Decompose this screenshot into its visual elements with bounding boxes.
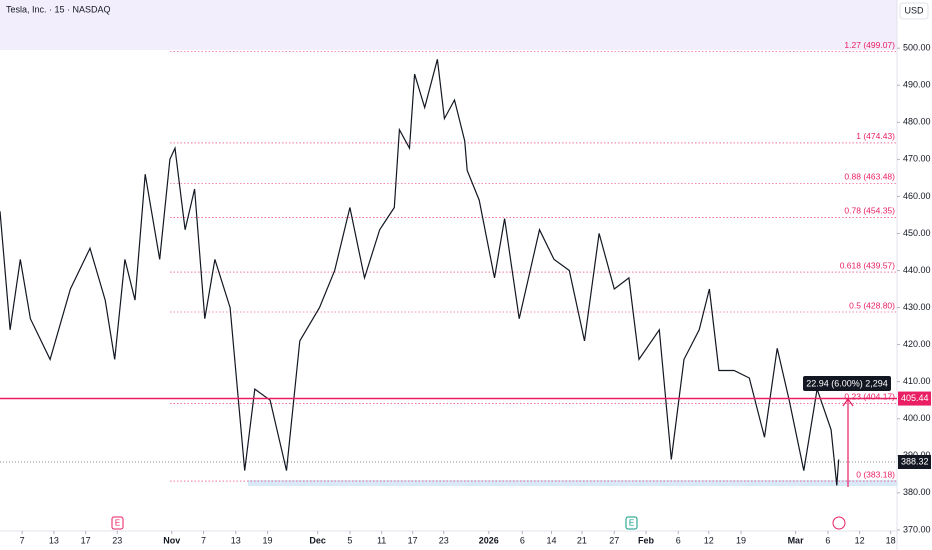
highlight-band — [0, 0, 897, 50]
y-tick-label: 430.00 — [903, 302, 931, 312]
x-tick-label: 27 — [609, 535, 619, 545]
x-tick-label: 7 — [201, 535, 206, 545]
svg-text:E: E — [115, 519, 120, 528]
measure-arrowhead — [842, 397, 854, 407]
x-tick-label: 12 — [704, 535, 714, 545]
earnings-icon[interactable]: E — [111, 516, 124, 530]
y-tick-label: 490.00 — [903, 80, 931, 90]
price-line — [0, 59, 840, 486]
x-tick-label: 23 — [439, 535, 449, 545]
last-price-label: 388.32 — [901, 456, 929, 466]
y-tick-label: 450.00 — [903, 228, 931, 238]
svg-text:E: E — [629, 519, 634, 528]
x-tick-label: 7 — [20, 535, 25, 545]
fib-label: 1 (474.43) — [856, 131, 895, 141]
last-price-badge — [898, 454, 931, 469]
x-tick-label: 17 — [81, 535, 91, 545]
fib-label: 0.88 (463.48) — [844, 172, 895, 182]
fib-label: 1.27 (499.07) — [844, 40, 895, 50]
x-tick-label: 11 — [377, 535, 386, 545]
x-tick-label: 23 — [112, 535, 122, 545]
y-tick-label: 500.00 — [903, 43, 931, 53]
currency[interactable]: USD — [904, 5, 924, 15]
support-zone — [248, 480, 897, 487]
hline-label: 405.44 — [901, 393, 929, 403]
fib-label: 0.618 (439.57) — [840, 260, 895, 270]
fib-label: 0 (383.18) — [856, 469, 895, 479]
x-tick-label: 6 — [520, 535, 525, 545]
x-tick-label: 14 — [547, 535, 557, 545]
y-tick-label: 380.00 — [903, 487, 931, 497]
x-tick-label: 21 — [577, 535, 587, 545]
y-tick-label: 420.00 — [903, 339, 931, 349]
y-tick-label: 440.00 — [903, 265, 931, 275]
currency-button[interactable] — [899, 2, 929, 20]
x-tick-label: 2026 — [479, 535, 499, 545]
y-tick-label: 470.00 — [903, 154, 931, 164]
x-tick-label: Dec — [309, 535, 326, 545]
x-tick-label: 19 — [736, 535, 746, 545]
fib-label: 0.78 (454.35) — [844, 206, 895, 216]
chart-title: Tesla, Inc. · 15 · NASDAQ — [6, 4, 111, 14]
x-tick-label: Mar — [788, 535, 805, 545]
x-tick-label: 13 — [49, 535, 59, 545]
earnings-icon[interactable]: E — [625, 516, 638, 530]
x-tick-label: Feb — [638, 535, 655, 545]
y-tick-label: 460.00 — [903, 191, 931, 201]
fib-label: 0.23 (404.17) — [844, 392, 895, 402]
x-tick-label: 18 — [886, 535, 896, 545]
hline-badge — [898, 391, 931, 406]
x-tick-label: Nov — [163, 535, 180, 545]
y-tick-label: 480.00 — [903, 117, 931, 127]
y-tick-label: 410.00 — [903, 376, 931, 386]
event-icon[interactable] — [832, 516, 846, 530]
fib-label: 0.5 (428.80) — [849, 300, 895, 310]
measure-box — [803, 376, 891, 391]
y-tick-label: 400.00 — [903, 413, 931, 423]
x-tick-label: 17 — [408, 535, 418, 545]
y-tick-label: 370.00 — [903, 524, 931, 534]
x-tick-label: 12 — [855, 535, 865, 545]
x-tick-label: 6 — [825, 535, 830, 545]
x-tick-label: 5 — [347, 535, 352, 545]
x-tick-label: 13 — [231, 535, 241, 545]
measure-label: 22.94 (6.00%) 2,294 — [806, 378, 888, 388]
x-tick-label: 6 — [676, 535, 681, 545]
x-tick-label: 19 — [263, 535, 273, 545]
